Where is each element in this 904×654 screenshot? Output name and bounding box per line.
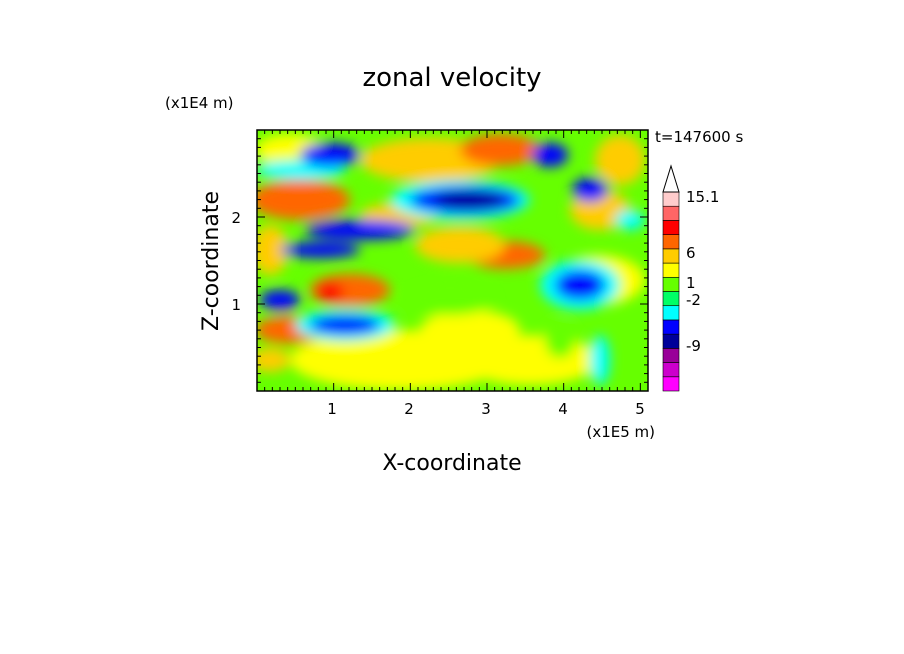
colorbar-label: 6 bbox=[686, 244, 696, 262]
colorbar-swatch bbox=[662, 234, 680, 250]
x-axis-label: X-coordinate bbox=[382, 451, 521, 476]
y-axis-ticks bbox=[257, 138, 648, 383]
colorbar-swatch bbox=[662, 291, 680, 307]
colorbar-label: -9 bbox=[686, 337, 701, 355]
y-tick-label: 2 bbox=[231, 209, 241, 227]
x-tick-label: 1 bbox=[327, 400, 337, 418]
field-blobs bbox=[257, 134, 645, 390]
colorbar-label: 15.1 bbox=[686, 188, 719, 206]
colorbar-swatch bbox=[662, 262, 680, 278]
colorbar-swatch bbox=[662, 205, 680, 221]
colorbar bbox=[662, 164, 680, 392]
x-tick-label: 3 bbox=[481, 400, 491, 418]
x-tick-label: 5 bbox=[635, 400, 645, 418]
colorbar-swatch bbox=[662, 348, 680, 363]
x-axis-ticks bbox=[264, 130, 649, 391]
x-tick-label: 4 bbox=[558, 400, 568, 418]
colorbar-swatch bbox=[662, 248, 680, 264]
time-label: t=147600 s bbox=[655, 128, 743, 146]
colorbar-swatch bbox=[662, 305, 680, 321]
colorbar-swatch bbox=[662, 276, 680, 292]
colorbar-swatch bbox=[662, 319, 680, 335]
y-tick-label: 1 bbox=[231, 296, 241, 314]
y-axis-unit: (x1E4 m) bbox=[165, 94, 234, 112]
colorbar-label: -2 bbox=[686, 291, 701, 309]
colorbar-extend-arrow bbox=[662, 164, 680, 193]
y-axis-label: Z-coordinate bbox=[199, 191, 224, 331]
colorbar-swatch bbox=[662, 333, 680, 349]
x-axis-unit: (x1E5 m) bbox=[586, 423, 655, 441]
contour-field bbox=[257, 130, 648, 391]
colorbar-swatch bbox=[662, 191, 680, 207]
colorbar-swatch bbox=[662, 362, 680, 378]
colorbar-label: 1 bbox=[686, 274, 696, 292]
chart-title: zonal velocity bbox=[362, 63, 541, 93]
x-tick-label: 2 bbox=[404, 400, 414, 418]
colorbar-swatch bbox=[662, 220, 680, 235]
colorbar-swatch bbox=[662, 376, 680, 392]
